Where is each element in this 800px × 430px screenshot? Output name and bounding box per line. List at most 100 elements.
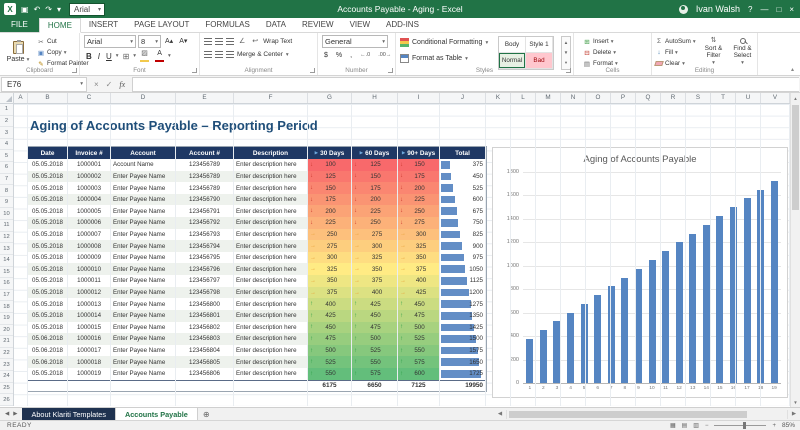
cell-aging[interactable]: →350 [398,252,440,264]
cell[interactable]: Enter description here [234,298,308,310]
align-top-icon[interactable] [204,38,212,45]
cell-total[interactable]: 1575 [440,345,486,357]
chart-bar[interactable] [744,198,751,383]
cell-total[interactable]: 750 [440,217,486,229]
font-size-select[interactable]: 8▾ [138,35,161,48]
ribbon-tab-review[interactable]: REVIEW [294,18,342,32]
insert-function-icon[interactable]: fx [119,80,125,89]
help-icon[interactable]: ? [748,5,752,14]
chart-bar[interactable] [649,260,656,383]
column-header-f[interactable]: F [234,93,308,103]
column-header-t[interactable]: T [711,93,736,103]
cell[interactable]: 123456790 [176,194,234,206]
cell-total[interactable]: 375 [440,159,486,171]
cell-aging[interactable]: ↓200 [398,182,440,194]
cell[interactable]: 123456804 [176,345,234,357]
row-header-23[interactable]: 23 [0,359,13,371]
cell[interactable]: 05.05.2018 [28,298,68,310]
cell-aging[interactable]: →275 [308,240,352,252]
cell[interactable]: 1000013 [68,298,111,310]
cell-aging[interactable]: ↑400 [308,298,352,310]
scroll-left-icon[interactable]: ◀ [494,411,506,417]
maximize-icon[interactable]: □ [776,5,781,14]
cell-aging[interactable]: →375 [398,263,440,275]
cell[interactable]: Enter Payee Name [111,368,176,380]
ribbon-tab-file[interactable]: FILE [0,18,39,32]
cell[interactable]: Enter description here [234,194,308,206]
row-header-17[interactable]: 17 [0,290,13,302]
normal-view-icon[interactable]: ▦ [670,422,676,429]
cell[interactable]: Enter description here [234,240,308,252]
cell[interactable]: 1000002 [68,171,111,183]
number-format-select[interactable]: General▾ [322,35,388,48]
cell-aging[interactable]: →400 [352,287,398,299]
cell-aging[interactable]: ↓225 [308,217,352,229]
chart-bar[interactable] [594,295,601,383]
increase-decimal-button[interactable]: ←.0 [358,50,372,61]
close-icon[interactable]: × [789,5,794,14]
cell[interactable]: 05.05.2018 [28,275,68,287]
column-header-o[interactable]: O [586,93,611,103]
formula-input[interactable] [132,77,799,92]
cell-aging[interactable]: →275 [352,229,398,241]
new-sheet-icon[interactable]: ⊕ [198,408,215,420]
cell[interactable]: 05.05.2018 [28,287,68,299]
column-header-c[interactable]: C [68,93,111,103]
cell-aging[interactable]: ↓150 [352,171,398,183]
cell[interactable]: 123456803 [176,333,234,345]
column-header-a[interactable]: A [14,93,28,103]
cell[interactable]: 1000017 [68,345,111,357]
undo-icon[interactable]: ↶ [34,5,41,14]
cell-total[interactable]: 975 [440,252,486,264]
cell[interactable]: 123456801 [176,310,234,322]
cell-aging[interactable]: ↑575 [398,356,440,368]
cell[interactable]: 1000016 [68,333,111,345]
cell[interactable]: Enter Payee Name [111,205,176,217]
row-header-15[interactable]: 15 [0,267,13,279]
ribbon-tab-insert[interactable]: INSERT [81,18,126,32]
cell[interactable]: Enter description here [234,345,308,357]
cell[interactable]: 1000003 [68,182,111,194]
cell[interactable]: 05.05.2018 [28,240,68,252]
total-cell[interactable]: 7125 [398,380,440,392]
column-header-p[interactable]: P [611,93,636,103]
row-header-4[interactable]: 4 [0,139,13,151]
cell[interactable]: 05.06.2018 [28,333,68,345]
cell[interactable]: Enter Payee Name [111,275,176,287]
cell[interactable]: Enter description here [234,322,308,334]
cell[interactable]: 1000001 [68,159,111,171]
cell-total[interactable]: 825 [440,229,486,241]
row-header-3[interactable]: 3 [0,127,13,139]
cell[interactable]: 123456789 [176,182,234,194]
cell[interactable]: 05.05.2018 [28,310,68,322]
cell-aging[interactable]: ↓175 [308,194,352,206]
dialog-launcher-icon[interactable] [310,68,315,73]
page-break-view-icon[interactable]: ▥ [693,422,699,429]
scroll-up-icon[interactable]: ▲ [793,93,797,103]
cell-aging[interactable]: ↑550 [352,356,398,368]
name-box[interactable]: E76▾ [1,77,87,92]
qat-font-select[interactable]: Arial ▾ [69,3,105,16]
cell[interactable]: 1000015 [68,322,111,334]
cell[interactable]: Enter description here [234,287,308,299]
align-center-icon[interactable] [215,51,223,58]
chart-bar[interactable] [703,225,710,383]
cell[interactable]: 123456792 [176,217,234,229]
empty-cell[interactable] [111,380,176,392]
dialog-launcher-icon[interactable] [192,68,197,73]
scroll-right-icon[interactable]: ▶ [788,411,800,417]
select-all-corner[interactable] [0,93,14,104]
zoom-slider[interactable] [714,425,766,426]
cell[interactable]: Enter Payee Name [111,356,176,368]
underline-button[interactable]: U [104,51,114,62]
cell[interactable]: 05.05.2018 [28,368,68,380]
conditional-formatting-button[interactable]: Conditional Formatting ▾ [400,38,488,47]
page-layout-view-icon[interactable]: ▤ [682,422,688,429]
row-header-14[interactable]: 14 [0,255,13,267]
cell[interactable]: Enter description here [234,333,308,345]
cell[interactable]: 1000004 [68,194,111,206]
horizontal-scroll-track[interactable] [506,410,788,419]
row-header-26[interactable]: 26 [0,394,13,406]
cell-aging[interactable]: ↑500 [352,333,398,345]
cell-total[interactable]: 600 [440,194,486,206]
